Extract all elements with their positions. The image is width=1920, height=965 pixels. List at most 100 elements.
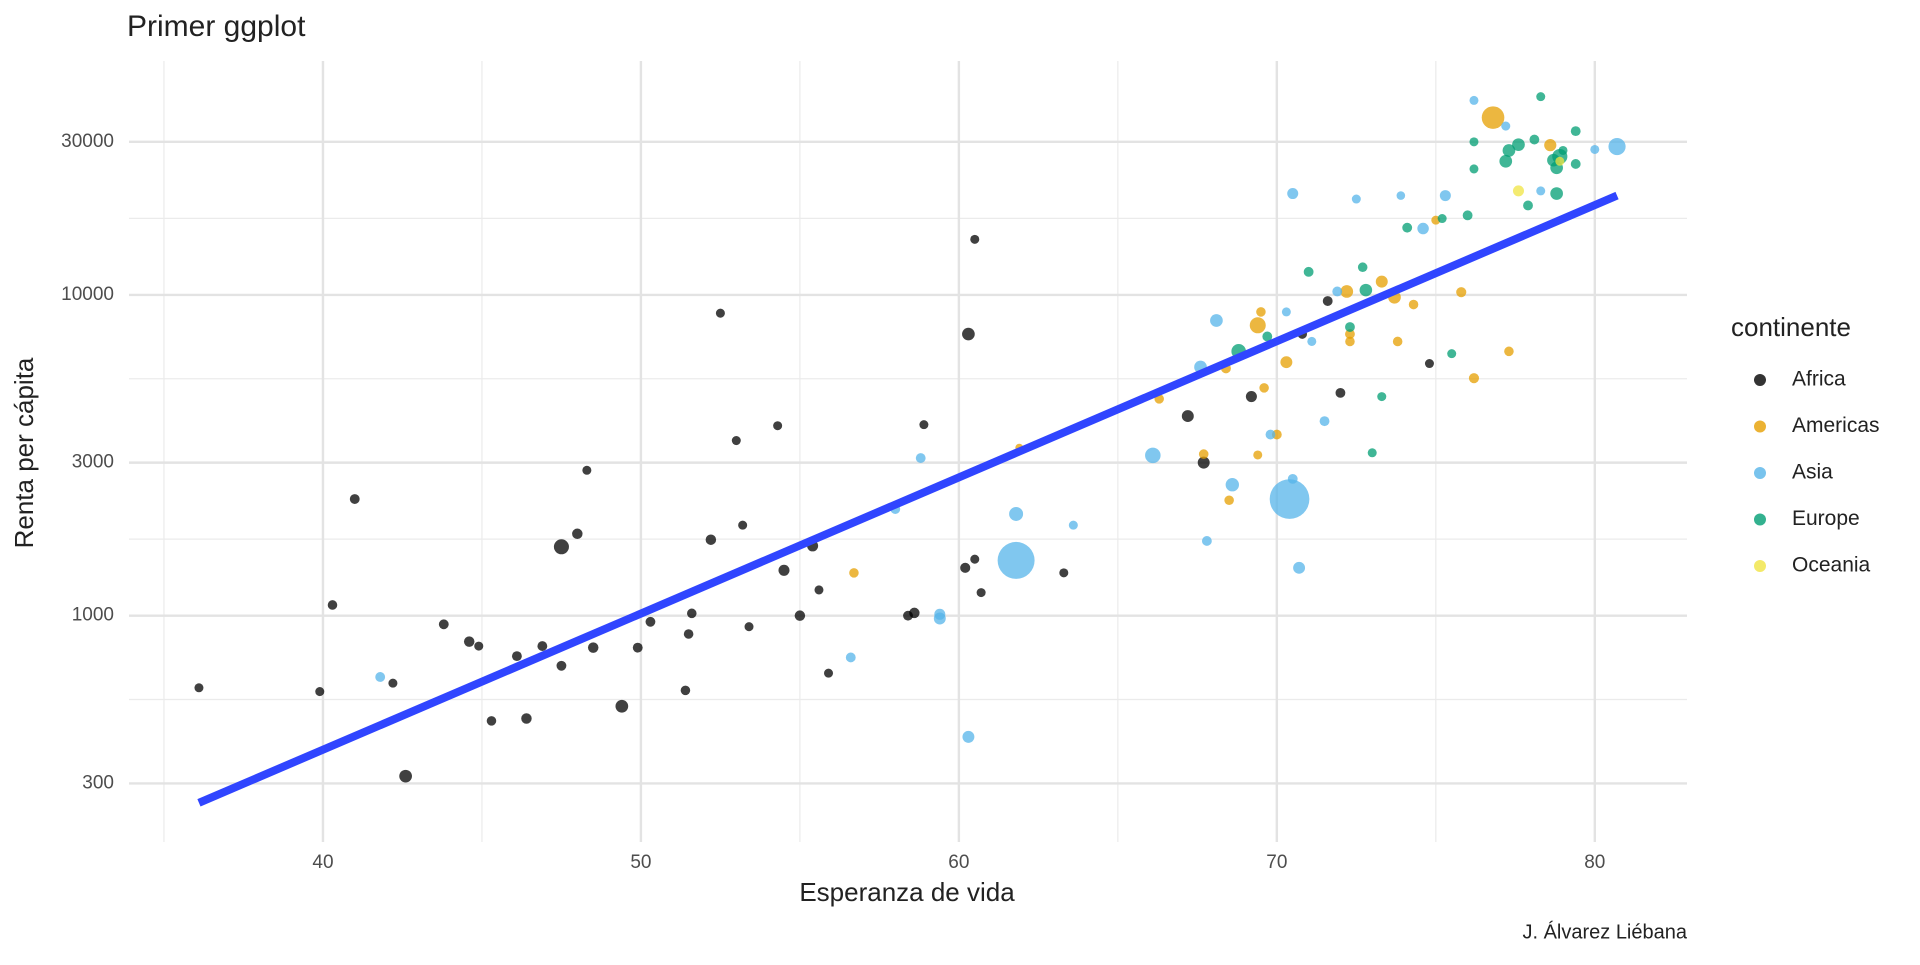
- point: [375, 672, 386, 682]
- point: [1265, 429, 1276, 440]
- point: [1536, 186, 1546, 196]
- point: [1468, 373, 1480, 384]
- point: [1469, 164, 1479, 174]
- legend-key: [1754, 420, 1766, 433]
- point: [1307, 336, 1317, 346]
- point: [919, 420, 929, 430]
- point: [1256, 307, 1266, 317]
- point: [680, 685, 691, 696]
- y-tick-label: 30000: [61, 131, 114, 152]
- point: [1392, 336, 1403, 347]
- x-tick-label: 80: [1584, 852, 1605, 873]
- point: [997, 541, 1035, 579]
- point: [960, 562, 971, 573]
- point: [1555, 156, 1565, 166]
- trend-line: [197, 191, 1619, 807]
- point: [1570, 126, 1581, 137]
- legend-title: continente: [1731, 312, 1851, 342]
- point: [537, 641, 548, 651]
- point: [1439, 190, 1451, 202]
- point: [1303, 266, 1314, 277]
- point: [814, 585, 824, 595]
- point: [1424, 359, 1434, 369]
- point: [1335, 387, 1346, 398]
- legend-key: [1754, 467, 1766, 479]
- point: [915, 453, 926, 463]
- point: [438, 619, 449, 630]
- point: [582, 465, 592, 475]
- point: [556, 660, 567, 671]
- point: [194, 683, 204, 693]
- point: [970, 554, 980, 564]
- legend-key: [1754, 513, 1766, 526]
- point: [738, 520, 748, 530]
- point: [1437, 214, 1447, 224]
- point: [744, 622, 754, 632]
- point: [1417, 222, 1429, 235]
- point: [1201, 536, 1212, 546]
- legend-label: Oceania: [1792, 554, 1871, 577]
- x-tick-label: 70: [1266, 852, 1287, 873]
- point: [1590, 144, 1600, 154]
- point: [1608, 138, 1626, 156]
- point: [1408, 299, 1419, 310]
- point: [1345, 329, 1355, 339]
- point: [1504, 346, 1514, 357]
- point: [1456, 287, 1467, 298]
- point: [1469, 137, 1479, 147]
- point: [572, 528, 583, 540]
- point: [1512, 185, 1524, 197]
- point: [1396, 191, 1406, 200]
- point: [1357, 262, 1368, 272]
- point: [511, 651, 522, 662]
- point: [794, 610, 806, 621]
- point: [1375, 275, 1388, 288]
- point: [1550, 187, 1563, 200]
- point: [1287, 188, 1299, 200]
- point: [1059, 568, 1069, 578]
- point: [1499, 154, 1513, 168]
- point: [849, 568, 859, 578]
- point: [1145, 447, 1161, 464]
- point: [1340, 285, 1354, 298]
- point: [553, 539, 569, 555]
- point: [683, 629, 694, 639]
- point: [934, 608, 946, 620]
- point: [705, 534, 717, 545]
- point: [687, 608, 697, 619]
- legend-label: Africa: [1792, 368, 1846, 391]
- point: [327, 600, 338, 610]
- x-tick-label: 50: [630, 852, 651, 873]
- y-tick-label: 300: [82, 772, 114, 793]
- point: [1280, 356, 1293, 369]
- point: [824, 668, 834, 678]
- point: [1068, 520, 1078, 530]
- point: [1293, 561, 1306, 574]
- point: [1345, 336, 1355, 347]
- point: [1544, 139, 1557, 152]
- point: [1501, 121, 1511, 131]
- point: [1322, 296, 1333, 306]
- y-tick-label: 3000: [72, 452, 114, 473]
- point: [1570, 159, 1581, 169]
- legend-label: Asia: [1792, 461, 1833, 484]
- point: [1245, 391, 1257, 403]
- point: [1009, 507, 1024, 521]
- point: [1447, 349, 1457, 359]
- point: [1262, 331, 1273, 342]
- point: [1224, 495, 1234, 506]
- point: [845, 652, 856, 663]
- point: [1281, 307, 1291, 317]
- point: [474, 641, 484, 651]
- point: [1249, 317, 1266, 334]
- y-tick-label: 1000: [72, 605, 114, 626]
- point: [731, 436, 741, 446]
- point: [1197, 456, 1210, 469]
- point: [615, 699, 629, 713]
- caption: J. Álvarez Liébana: [1522, 920, 1687, 943]
- x-tick-label: 60: [948, 852, 969, 873]
- point: [1269, 479, 1310, 519]
- point: [778, 564, 790, 576]
- point: [315, 687, 325, 697]
